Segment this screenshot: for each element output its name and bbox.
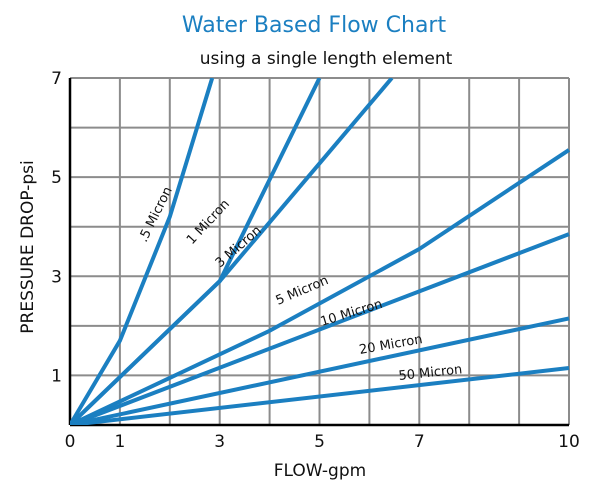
chart-title: Water Based Flow Chart [182,13,447,38]
y-tick-labels: 1 3 5 7 [51,69,62,386]
y-tick-label-3: 3 [51,267,62,287]
series-line-10-micron [70,232,570,425]
x-tick-label-5: 5 [314,432,325,452]
x-axis-title: FLOW-gpm [274,461,366,481]
x-tick-label-0: 0 [65,432,76,452]
plot-frame [68,78,569,427]
series-label-50-micron: 50 Micron [398,362,463,384]
series-lines [70,78,571,425]
x-tick-label-3: 3 [214,432,225,452]
y-tick-label-7: 7 [51,69,62,89]
series-line-50-micron [70,366,570,425]
series-line-5-micron [70,148,571,425]
series-line-3-micron [70,78,394,425]
x-tick-label-7: 7 [414,432,425,452]
series-label-1-micron: 1 Micron [184,197,233,248]
chart-subtitle: using a single length element [200,49,453,69]
series-line-0-5-micron [70,78,215,425]
x-tick-labels: 0 1 3 5 7 10 [65,432,580,452]
x-tick-label-1: 1 [114,432,125,452]
series-line-20-micron [70,316,570,425]
y-axis-title: PRESSURE DROP-psi [18,160,38,333]
y-tick-label-1: 1 [51,366,62,386]
series-label-20-micron: 20 Micron [358,332,424,358]
x-tick-label-10: 10 [558,432,580,452]
y-tick-label-5: 5 [51,168,62,188]
grid [70,77,570,425]
